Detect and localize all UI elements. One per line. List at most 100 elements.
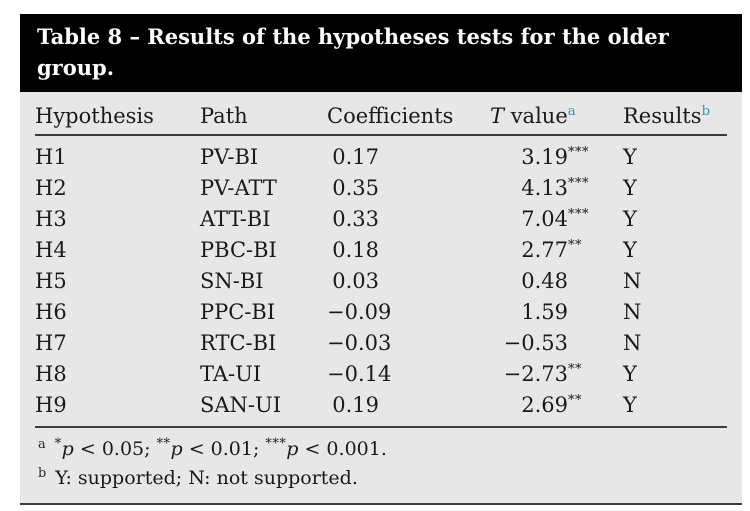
cell-result: Y	[623, 392, 637, 417]
table-row: H2 PV-ATT 0.35 4.13*** Y	[35, 172, 727, 203]
cell-t-value: 3.19***	[490, 145, 623, 169]
table-row: H6 PPC-BI −0.09 1.59 N	[35, 296, 727, 327]
t-value-number: 4.13	[521, 175, 568, 200]
table-card: Table 8 – Results of the hypotheses test…	[20, 14, 742, 505]
t-value-number: 1.59	[521, 299, 568, 324]
cell-coefficient: 0.03	[327, 269, 490, 293]
coefficient-value: 0.33	[332, 206, 379, 231]
table-row: H5 SN-BI 0.03 0.48 N	[35, 265, 727, 296]
significance-stars: **	[568, 392, 583, 408]
cell-t-value: 2.69**	[490, 393, 623, 417]
cell-hypothesis: H8	[35, 361, 67, 386]
cell-coefficient: 0.33	[327, 207, 490, 231]
cell-hypothesis: H6	[35, 299, 67, 324]
coefficient-value: 0.35	[332, 175, 379, 200]
cell-coefficient: 0.18	[327, 238, 490, 262]
footnote-marker: b	[38, 465, 47, 481]
column-header-label: Path	[200, 104, 248, 128]
t-value-number: −0.53	[503, 330, 568, 355]
column-header-label: Coefficients	[327, 104, 454, 128]
cell-result: Y	[623, 206, 637, 231]
coefficient-value: −0.03	[327, 330, 392, 355]
table-body: Hypothesis Path Coefficients T valuea Re…	[20, 92, 742, 505]
cell-result: N	[623, 299, 642, 324]
cell-coefficient: 0.19	[327, 393, 490, 417]
cell-hypothesis: H1	[35, 144, 67, 169]
cell-coefficient: −0.09	[327, 300, 490, 324]
cell-coefficient: 0.35	[327, 176, 490, 200]
cell-result: N	[623, 268, 642, 293]
cell-result: Y	[623, 237, 637, 262]
cell-hypothesis: H2	[35, 175, 67, 200]
t-value-number: 2.77	[521, 237, 568, 262]
footnote-ref-b: b	[701, 104, 711, 119]
column-header-hypothesis: Hypothesis	[35, 104, 200, 128]
column-header-label: Results	[623, 104, 702, 128]
cell-t-value: 1.59	[490, 300, 623, 324]
footnote-text: *p < 0.05; **p < 0.01; ***p < 0.001.	[54, 436, 387, 460]
cell-path: PV-BI	[200, 144, 259, 169]
cell-t-value: −2.73**	[490, 362, 623, 386]
significance-stars: **	[568, 361, 583, 377]
cell-result: Y	[623, 175, 637, 200]
significance-stars: ***	[265, 436, 287, 452]
footnote-b: b Y: supported; N: not supported.	[38, 464, 727, 493]
cell-hypothesis: H9	[35, 392, 67, 417]
cell-result: Y	[623, 144, 637, 169]
significance-stars: ***	[568, 206, 590, 222]
cell-coefficient: −0.03	[327, 331, 490, 355]
column-header-coefficients: Coefficients	[327, 104, 490, 128]
coefficient-value: 0.17	[332, 144, 379, 169]
cell-path: TA-UI	[200, 361, 262, 386]
column-header-label: Hypothesis	[35, 104, 154, 128]
table-row: H4 PBC-BI 0.18 2.77** Y	[35, 234, 727, 265]
cell-hypothesis: H3	[35, 206, 67, 231]
coefficient-value: 0.03	[332, 268, 379, 293]
cell-hypothesis: H4	[35, 237, 67, 262]
t-value-number: 7.04	[521, 206, 568, 231]
footnote-a: a *p < 0.05; **p < 0.01; ***p < 0.001.	[38, 435, 727, 464]
italic-p: p	[61, 438, 74, 460]
table-row: H8 TA-UI −0.14 −2.73** Y	[35, 358, 727, 389]
cell-path: ATT-BI	[200, 206, 271, 231]
t-value-number: 3.19	[521, 144, 568, 169]
table-title: Table 8 – Results of the hypotheses test…	[20, 14, 742, 92]
table-row: H7 RTC-BI −0.03 −0.53 N	[35, 327, 727, 358]
table-header-row: Hypothesis Path Coefficients T valuea Re…	[35, 92, 727, 136]
cell-path: PV-ATT	[200, 175, 277, 200]
cell-hypothesis: H5	[35, 268, 67, 293]
coefficient-value: −0.14	[327, 361, 392, 386]
cell-t-value: −0.53	[490, 331, 623, 355]
cell-path: SAN-UI	[200, 392, 282, 417]
cell-path: SN-BI	[200, 268, 264, 293]
footnote-ref-a: a	[567, 104, 576, 119]
footnote-text: Y: supported; N: not supported.	[55, 467, 358, 489]
italic-p: p	[170, 438, 183, 460]
significance-stars: ***	[568, 144, 590, 160]
cell-coefficient: −0.14	[327, 362, 490, 386]
cell-t-value: 7.04***	[490, 207, 623, 231]
cell-result: N	[623, 330, 642, 355]
significance-stars: **	[568, 237, 583, 253]
table-row: H3 ATT-BI 0.33 7.04*** Y	[35, 203, 727, 234]
footnote-marker: a	[38, 436, 46, 452]
column-header-label-italic: T	[490, 104, 505, 128]
t-value-number: 0.48	[521, 268, 568, 293]
cell-coefficient: 0.17	[327, 145, 490, 169]
cell-t-value: 0.48	[490, 269, 623, 293]
cell-hypothesis: H7	[35, 330, 67, 355]
column-header-label: value	[504, 104, 568, 128]
italic-p: p	[286, 438, 299, 460]
table-row: H1 PV-BI 0.17 3.19*** Y	[35, 141, 727, 172]
coefficient-value: 0.19	[332, 392, 379, 417]
cell-path: PPC-BI	[200, 299, 276, 324]
significance-stars: *	[54, 436, 62, 452]
t-value-number: −2.73	[503, 361, 568, 386]
t-value-number: 2.69	[521, 392, 568, 417]
cell-t-value: 4.13***	[490, 176, 623, 200]
table-row: H9 SAN-UI 0.19 2.69** Y	[35, 389, 727, 420]
cell-t-value: 2.77**	[490, 238, 623, 262]
significance-stars: ***	[568, 175, 590, 191]
table-rows: H1 PV-BI 0.17 3.19*** Y H2 PV-ATT 0.35 4.13*** Y H…	[35, 136, 727, 428]
coefficient-value: 0.18	[332, 237, 379, 262]
